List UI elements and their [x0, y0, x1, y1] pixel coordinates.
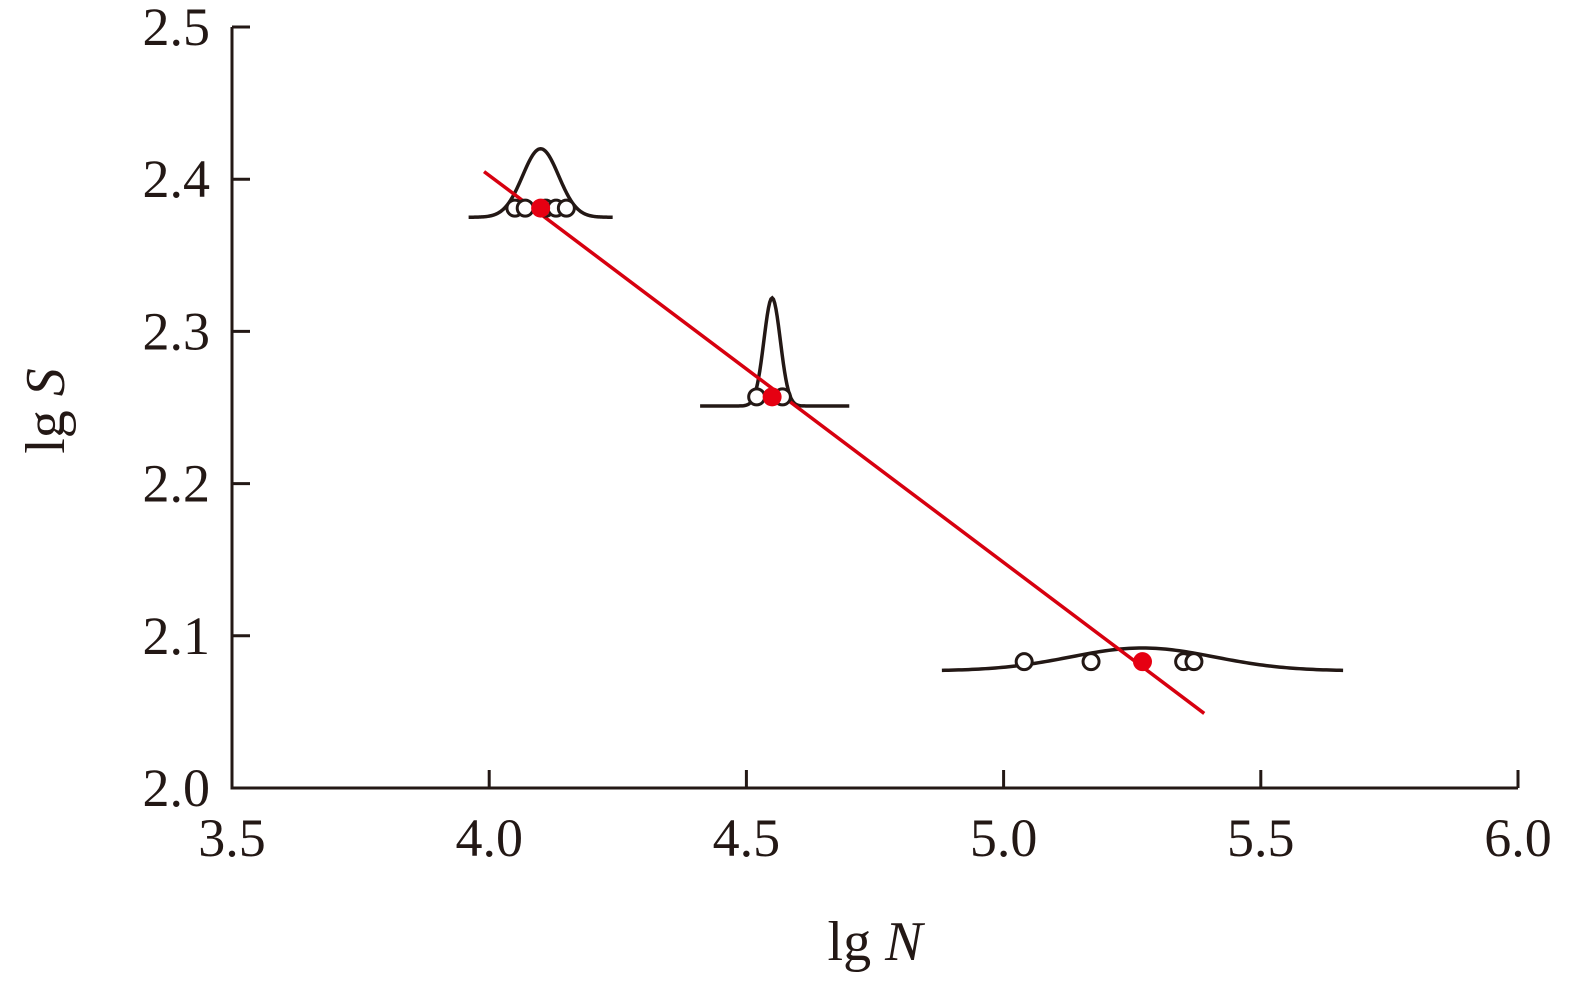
axes — [230, 27, 1518, 790]
x-tick-label: 4.5 — [713, 808, 781, 868]
x-axis-label: lg N — [828, 911, 926, 973]
fit-line-group — [483, 170, 1206, 715]
x-tick-label: 3.5 — [198, 808, 266, 868]
x-tick-label: 5.0 — [970, 808, 1038, 868]
mean-point — [762, 387, 782, 407]
sample-point — [515, 198, 535, 218]
sample-point — [1081, 652, 1101, 672]
y-tick-label: 2.2 — [143, 454, 211, 514]
x-tick-label: 5.5 — [1227, 808, 1295, 868]
mean-point — [531, 198, 551, 218]
y-tick-label: 2.3 — [143, 301, 211, 361]
y-tick-label: 2.1 — [143, 606, 211, 666]
ticks: 3.5 4.0 4.5 5.0 5.5 6.0 2.0 2.1 2.2 2.3 2.4 2.5 — [143, 0, 1552, 868]
sample-point — [556, 198, 576, 218]
fit-line — [483, 170, 1206, 715]
y-tick-label: 2.0 — [143, 758, 211, 818]
distribution-curve — [700, 295, 850, 408]
distribution-curve — [468, 146, 613, 219]
axis-lines — [230, 27, 1518, 790]
y-axis-label: lg S — [15, 368, 77, 454]
distribution-curves — [468, 146, 1344, 673]
sample-point — [1184, 652, 1204, 672]
y-tick-label: 2.4 — [143, 149, 211, 209]
y-tick-label: 2.5 — [143, 0, 211, 57]
sample-point — [1014, 652, 1034, 672]
data-points — [505, 198, 1204, 672]
mean-point — [1132, 652, 1152, 672]
x-tick-label: 4.0 — [455, 808, 523, 868]
distribution-curve — [941, 646, 1344, 673]
sample-point — [747, 387, 767, 407]
x-tick-label: 6.0 — [1484, 808, 1552, 868]
